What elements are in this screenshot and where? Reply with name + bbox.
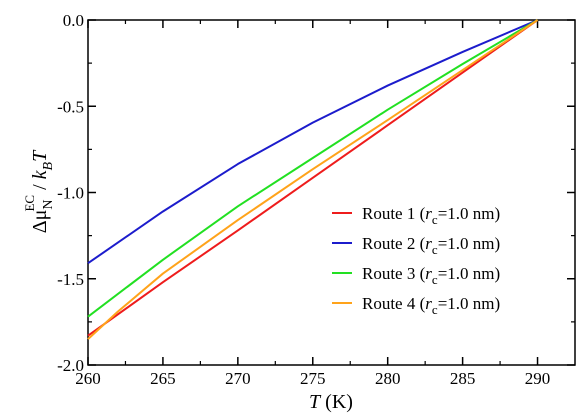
y-tick-label: -1.0	[57, 184, 84, 203]
y-axis-title: ΔμNEC / kBT	[22, 149, 56, 233]
x-tick-label: 270	[225, 369, 251, 388]
y-tick-label: 0.0	[63, 11, 84, 30]
y-tick-label: -0.5	[57, 97, 84, 116]
x-tick-label: 280	[375, 369, 401, 388]
legend-label-route-1: Route 1 (rc=1.0 nm)	[362, 204, 500, 227]
x-axis-title: T (K)	[309, 391, 353, 413]
plot-frame	[87, 19, 576, 366]
x-tick-label: 290	[525, 369, 551, 388]
series-line-route-1	[87, 19, 539, 337]
y-tick-label: -2.0	[57, 356, 84, 375]
ticks: 260 265 270 275 280 285 290 -2.0 -1.5 -1.0 -0.5 0.0	[57, 11, 575, 388]
legend-label-route-3: Route 3 (rc=1.0 nm)	[362, 264, 500, 287]
legend-label-route-4: Route 4 (rc=1.0 nm)	[362, 294, 500, 317]
y-tick-label: -1.5	[57, 270, 84, 289]
series-line-route-2	[87, 19, 538, 265]
x-tick-label: 285	[450, 369, 476, 388]
x-tick-label: 275	[300, 369, 326, 388]
x-tick-label: 260	[75, 369, 101, 388]
legend: Route 1 (rc=1.0 nm) Route 2 (rc=1.0 nm) Ro…	[332, 204, 500, 317]
x-tick-label: 265	[150, 369, 176, 388]
legend-label-route-2: Route 2 (rc=1.0 nm)	[362, 234, 500, 257]
series-line-route-4	[87, 19, 539, 340]
series-line-route-3	[87, 19, 539, 318]
series-lines	[87, 19, 539, 340]
